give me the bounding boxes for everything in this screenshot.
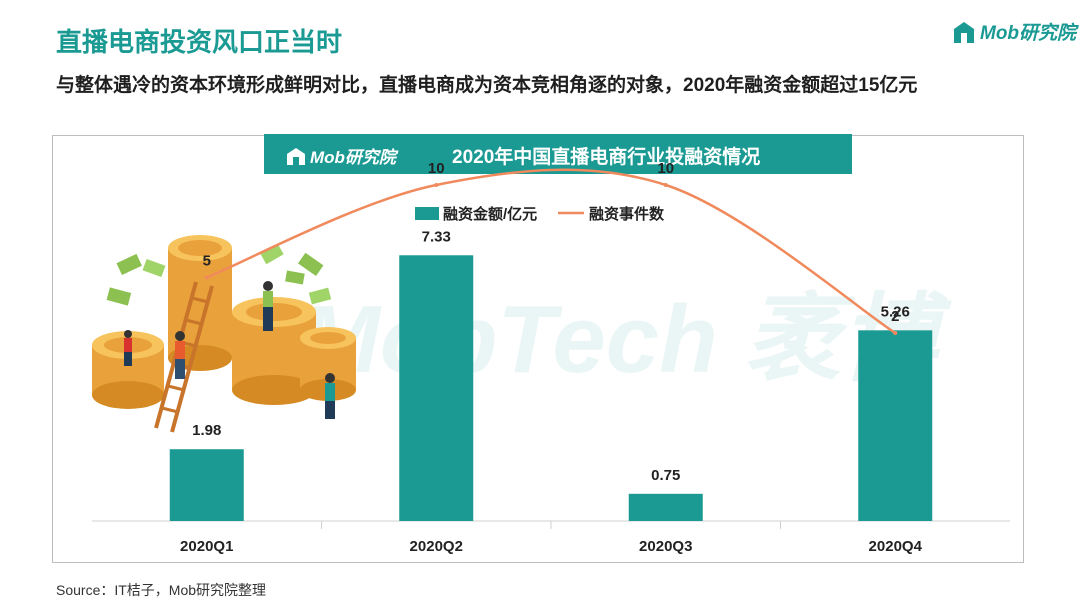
chart-header-bar: Mob研究院 2020年中国直播电商行业投融资情况 [264, 134, 852, 174]
bar [399, 255, 474, 521]
line-point [893, 331, 898, 335]
line-data-label: 10 [428, 160, 445, 177]
line-point [204, 275, 209, 280]
x-tick-label: 2020Q4 [869, 538, 923, 555]
legend-label: 融资事件数 [589, 205, 665, 223]
legend-bar-swatch [415, 207, 439, 220]
line-point [663, 183, 668, 187]
bar-data-label: 7.33 [422, 228, 451, 245]
coin-stack-icon [92, 235, 356, 409]
page-subtitle: 与整体遇冷的资本环境形成鲜明对比，直播电商成为资本竞相角逐的对象，2020年融资… [56, 75, 918, 96]
line-point [434, 183, 439, 187]
person-icon [124, 281, 335, 419]
line-series-path [206, 168, 896, 335]
source-note: Source：IT桔子，Mob研究院整理 [56, 582, 267, 598]
bar-data-label: 1.98 [192, 422, 221, 439]
bar [628, 493, 703, 521]
chart-header-brand: Mob研究院 [310, 148, 396, 167]
mob-logo-icon [287, 147, 305, 165]
x-tick-label: 2020Q2 [410, 538, 463, 555]
page-title: 直播电商投资风口正当时 [56, 27, 343, 57]
line-data-label: 10 [657, 160, 674, 177]
legend-label: 融资金额/亿元 [443, 205, 537, 223]
bar [169, 449, 244, 521]
x-tick-label: 2020Q1 [180, 538, 233, 555]
mob-logo-icon [954, 21, 974, 43]
brand-logo: Mob研究院 [952, 18, 1076, 45]
bar-series: 1.98 7.33 0.75 5.26 [169, 228, 933, 521]
chart-title: 2020年中国直播电商行业投融资情况 [452, 147, 761, 168]
line-data-label: 5 [203, 253, 211, 270]
line-data-label: 2 [891, 308, 899, 325]
money-bill-icon [106, 243, 332, 306]
bar-data-label: 0.75 [651, 467, 680, 484]
bar [858, 330, 933, 521]
chart-legend: 融资金额/亿元 融资事件数 [415, 205, 665, 223]
line-series: 5 10 10 2 [203, 160, 899, 335]
chart-header-logo: Mob研究院 [286, 143, 396, 168]
x-axis: 2020Q1 2020Q2 2020Q3 2020Q4 [92, 520, 1010, 555]
coins-illustration [92, 235, 356, 433]
x-tick-label: 2020Q3 [639, 538, 692, 555]
brand-name: Mob研究院 [980, 23, 1077, 44]
bar-data-label: 5.26 [881, 303, 910, 320]
